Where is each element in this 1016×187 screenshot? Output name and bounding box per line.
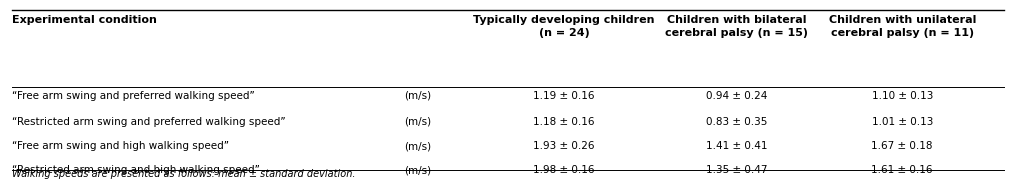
Text: 1.67 ± 0.18: 1.67 ± 0.18 [872,141,933,151]
Text: 1.18 ± 0.16: 1.18 ± 0.16 [533,117,594,127]
Text: (m/s): (m/s) [404,141,432,151]
Text: “Free arm swing and preferred walking speed”: “Free arm swing and preferred walking sp… [12,91,255,101]
Text: Walking speeds are presented as follows: mean ± standard deviation.: Walking speeds are presented as follows:… [12,169,356,179]
Text: Typically developing children
(n = 24): Typically developing children (n = 24) [473,15,654,38]
Text: 1.19 ± 0.16: 1.19 ± 0.16 [533,91,594,101]
Text: 1.41 ± 0.41: 1.41 ± 0.41 [706,141,767,151]
Text: 0.94 ± 0.24: 0.94 ± 0.24 [706,91,767,101]
Text: (m/s): (m/s) [404,91,432,101]
Text: Experimental condition: Experimental condition [12,15,157,25]
Text: 1.61 ± 0.16: 1.61 ± 0.16 [872,165,933,175]
Text: 1.35 ± 0.47: 1.35 ± 0.47 [706,165,767,175]
Text: “Restricted arm swing and preferred walking speed”: “Restricted arm swing and preferred walk… [12,117,285,127]
Text: 1.01 ± 0.13: 1.01 ± 0.13 [872,117,933,127]
Text: “Free arm swing and high walking speed”: “Free arm swing and high walking speed” [12,141,230,151]
Text: 0.83 ± 0.35: 0.83 ± 0.35 [706,117,767,127]
Text: 1.10 ± 0.13: 1.10 ± 0.13 [872,91,933,101]
Text: (m/s): (m/s) [404,165,432,175]
Text: Children with unilateral
cerebral palsy (n = 11): Children with unilateral cerebral palsy … [828,15,976,38]
Text: 1.93 ± 0.26: 1.93 ± 0.26 [533,141,594,151]
Text: “Restricted arm swing and high walking speed”: “Restricted arm swing and high walking s… [12,165,260,175]
Text: Children with bilateral
cerebral palsy (n = 15): Children with bilateral cerebral palsy (… [665,15,808,38]
Text: (m/s): (m/s) [404,117,432,127]
Text: 1.98 ± 0.16: 1.98 ± 0.16 [533,165,594,175]
